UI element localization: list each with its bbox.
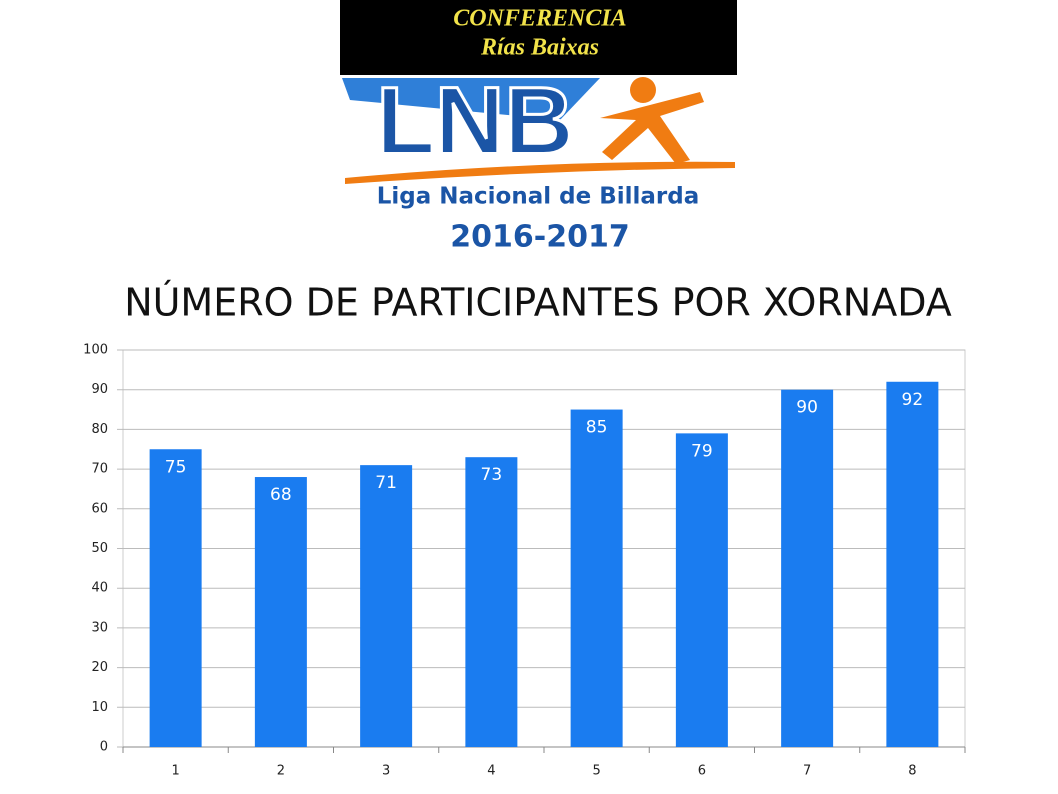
bar — [254, 477, 307, 747]
bar — [675, 433, 728, 747]
bar — [886, 381, 939, 747]
y-tick-label: 20 — [91, 660, 108, 675]
y-tick-label: 100 — [83, 343, 108, 358]
x-tick-label: 8 — [908, 764, 916, 779]
y-tick-label: 80 — [91, 422, 108, 437]
value-label: 79 — [691, 441, 713, 461]
y-tick-label: 30 — [91, 620, 108, 635]
value-label: 85 — [586, 418, 608, 438]
bar — [781, 389, 834, 747]
y-tick-label: 50 — [91, 541, 108, 556]
value-label: 71 — [375, 473, 397, 493]
y-tick-label: 10 — [91, 700, 108, 715]
league: Liga Nacional de Billarda — [377, 184, 700, 210]
conference: CONFERENCIA — [453, 6, 626, 32]
x-tick-label: 4 — [487, 764, 495, 779]
y-tick-label: 60 — [91, 501, 108, 516]
x-tick-label: 6 — [698, 764, 706, 779]
region: Rías Baixas — [480, 35, 599, 61]
value-label: 68 — [270, 485, 292, 505]
value-label: 73 — [481, 465, 503, 485]
x-tick-label: 5 — [592, 764, 600, 779]
logo-swoosh — [342, 78, 600, 120]
header-box — [340, 0, 737, 75]
x-tick-label: 1 — [171, 764, 179, 779]
bar — [465, 457, 518, 747]
bar — [149, 449, 202, 747]
season: 2016-2017 — [450, 220, 629, 255]
value-label: 92 — [902, 390, 924, 410]
y-tick-label: 70 — [91, 462, 108, 477]
bar — [570, 409, 623, 747]
value-label: 75 — [165, 457, 187, 477]
y-tick-label: 90 — [91, 382, 108, 397]
x-tick-label: 2 — [277, 764, 285, 779]
logo-text: LNB — [376, 67, 573, 174]
bar — [360, 465, 413, 747]
logo-stripe — [345, 161, 735, 184]
value-label: 90 — [796, 398, 818, 418]
y-tick-label: 0 — [100, 740, 108, 755]
logo-figure — [600, 77, 704, 164]
x-tick-label: 3 — [382, 764, 390, 779]
y-tick-label: 40 — [91, 581, 108, 596]
x-tick-label: 7 — [803, 764, 811, 779]
chart-title: NÚMERO DE PARTICIPANTES POR XORNADA — [124, 281, 952, 325]
